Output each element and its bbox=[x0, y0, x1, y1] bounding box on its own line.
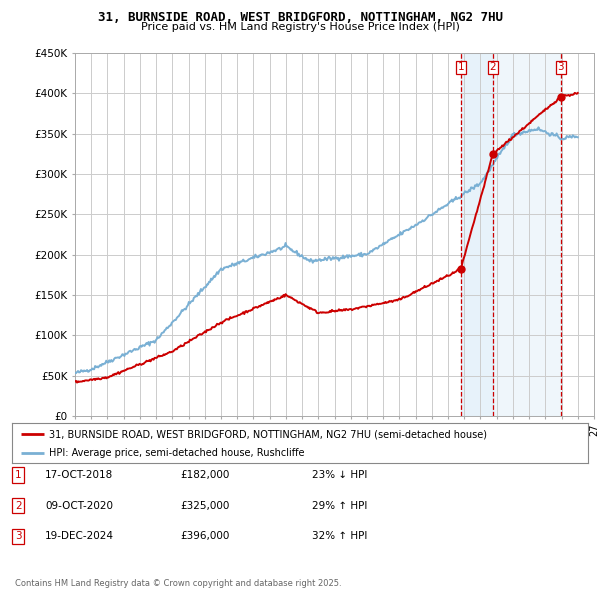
Text: HPI: Average price, semi-detached house, Rushcliffe: HPI: Average price, semi-detached house,… bbox=[49, 448, 305, 458]
Text: 09-OCT-2020: 09-OCT-2020 bbox=[45, 501, 113, 510]
Text: 2: 2 bbox=[15, 501, 22, 510]
Text: £182,000: £182,000 bbox=[180, 470, 229, 480]
Text: 1: 1 bbox=[458, 62, 464, 72]
Text: 29% ↑ HPI: 29% ↑ HPI bbox=[312, 501, 367, 510]
Text: Price paid vs. HM Land Registry's House Price Index (HPI): Price paid vs. HM Land Registry's House … bbox=[140, 22, 460, 32]
Text: 32% ↑ HPI: 32% ↑ HPI bbox=[312, 532, 367, 541]
Bar bbox=[493, 53, 561, 416]
Text: £325,000: £325,000 bbox=[180, 501, 229, 510]
Text: 17-OCT-2018: 17-OCT-2018 bbox=[45, 470, 113, 480]
Text: 31, BURNSIDE ROAD, WEST BRIDGFORD, NOTTINGHAM, NG2 7HU: 31, BURNSIDE ROAD, WEST BRIDGFORD, NOTTI… bbox=[97, 11, 503, 24]
Text: 19-DEC-2024: 19-DEC-2024 bbox=[45, 532, 114, 541]
Text: 1: 1 bbox=[15, 470, 22, 480]
Text: 3: 3 bbox=[557, 62, 564, 72]
Text: 2: 2 bbox=[490, 62, 496, 72]
Text: 3: 3 bbox=[15, 532, 22, 541]
Text: 23% ↓ HPI: 23% ↓ HPI bbox=[312, 470, 367, 480]
Text: Contains HM Land Registry data © Crown copyright and database right 2025.
This d: Contains HM Land Registry data © Crown c… bbox=[15, 579, 341, 590]
Text: £396,000: £396,000 bbox=[180, 532, 229, 541]
Text: 31, BURNSIDE ROAD, WEST BRIDGFORD, NOTTINGHAM, NG2 7HU (semi-detached house): 31, BURNSIDE ROAD, WEST BRIDGFORD, NOTTI… bbox=[49, 430, 487, 440]
Bar bbox=[461, 53, 493, 416]
